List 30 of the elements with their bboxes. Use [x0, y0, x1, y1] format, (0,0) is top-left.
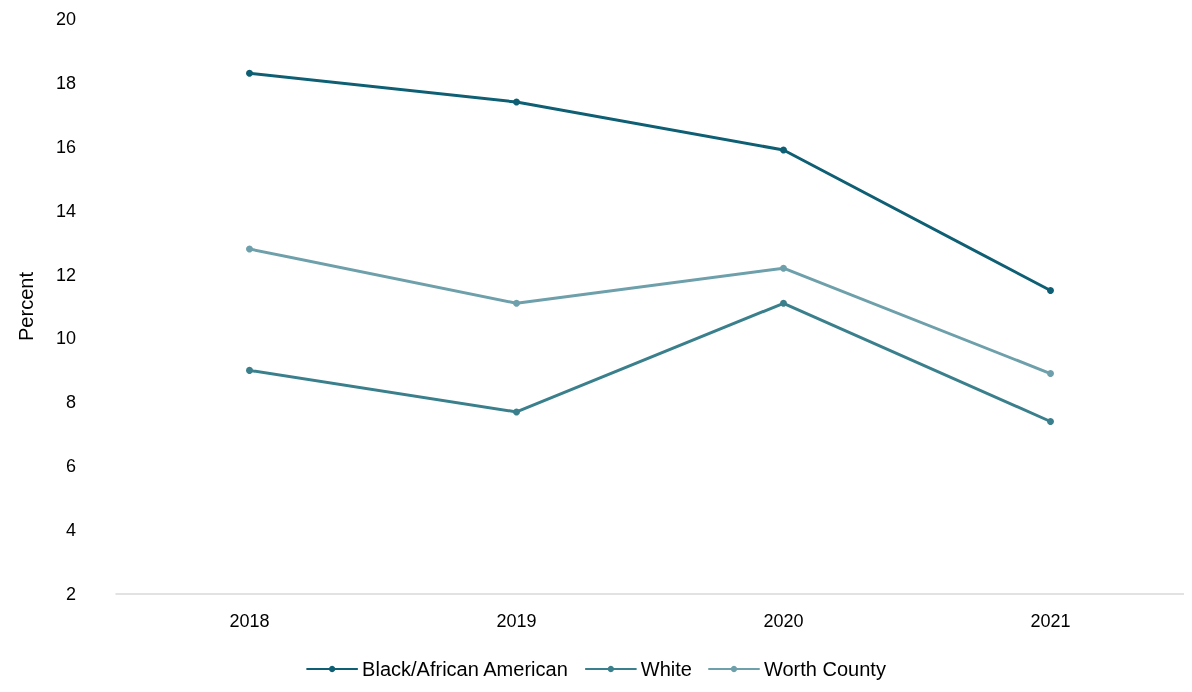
legend-label: Worth County [763, 658, 886, 680]
legend-label: Black/African American [362, 658, 568, 680]
y-tick-label: 16 [55, 136, 76, 157]
y-tick-label: 4 [65, 520, 76, 541]
point [1047, 287, 1054, 295]
x-tick-label: 2020 [763, 611, 804, 631]
y-tick-label: 18 [55, 72, 76, 93]
y-tick-label: 14 [55, 200, 76, 221]
point [513, 98, 520, 106]
x-tick-label: 2019 [496, 611, 537, 631]
point [1047, 418, 1054, 425]
y-tick-label: 6 [65, 456, 76, 477]
point [513, 299, 520, 307]
point [780, 146, 787, 154]
point [780, 299, 787, 307]
y-tick-label: 2 [65, 584, 76, 604]
legend-label: White [640, 658, 692, 680]
y-tick-label: 8 [65, 392, 76, 413]
y-tick-label: 10 [55, 328, 76, 349]
x-tick-label: 2018 [229, 611, 270, 631]
point [780, 264, 787, 272]
point [246, 366, 253, 374]
point [246, 245, 253, 253]
y-tick-label: 20 [55, 9, 76, 29]
y-axis-title: Percent [15, 271, 37, 341]
x-tick-label: 2021 [1030, 611, 1071, 631]
point [1047, 370, 1054, 378]
y-tick-label: 12 [55, 264, 76, 285]
point [246, 69, 253, 77]
point [513, 408, 520, 416]
